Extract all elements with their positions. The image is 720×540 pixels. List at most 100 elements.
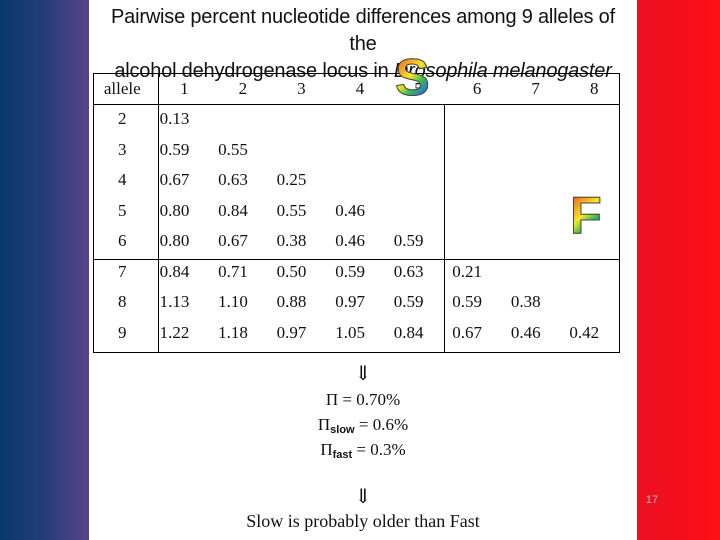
difference-cell: 0.59 bbox=[452, 292, 483, 312]
difference-cell bbox=[385, 165, 444, 196]
pi-total: Π = 0.70% bbox=[89, 387, 637, 412]
slow-group-divider-vertical bbox=[444, 104, 445, 352]
conclusion-text: Slow is probably older than Fast bbox=[246, 511, 480, 531]
difference-cell bbox=[502, 226, 561, 257]
row-allele-label: 4 bbox=[118, 170, 127, 190]
species-name: Drosophila melanogaster bbox=[393, 60, 612, 82]
difference-cell: 0.38 bbox=[510, 292, 541, 312]
difference-cell: 0.67 bbox=[218, 231, 248, 251]
difference-cell bbox=[443, 226, 502, 257]
difference-cell: 0.84 bbox=[393, 322, 424, 342]
difference-cell bbox=[326, 165, 385, 196]
difference-cell: 0.80 bbox=[159, 231, 190, 251]
row-allele-label: 5 bbox=[118, 200, 127, 220]
difference-cell bbox=[502, 135, 561, 166]
differences-table: allele12345678 20.1330.590.5540.670.630.… bbox=[93, 73, 620, 353]
difference-cell: 0.46 bbox=[510, 322, 541, 342]
difference-cell: 0.67 bbox=[452, 322, 483, 342]
difference-cell bbox=[268, 104, 327, 135]
difference-cell: 0.38 bbox=[276, 231, 307, 251]
pi-symbol: Π bbox=[320, 440, 333, 459]
title-line-2: alcohol dehydrogenase locus in Drosophil… bbox=[95, 58, 631, 85]
header-allele-2: 2 bbox=[238, 79, 248, 98]
pi-slow: Πslow = 0.6% bbox=[89, 412, 637, 437]
difference-cell: 1.10 bbox=[218, 292, 248, 312]
difference-cell: 0.55 bbox=[218, 139, 248, 159]
difference-cell: 1.13 bbox=[159, 292, 190, 312]
difference-cell bbox=[560, 257, 619, 288]
table-divider-vertical bbox=[158, 74, 159, 352]
table-row: 7 0.84 0.71 0.50 0.59 0.63 0.21 bbox=[94, 257, 619, 288]
pi-slow-subscript: slow bbox=[330, 424, 355, 436]
table-row: 6 0.80 0.67 0.38 0.46 0.59 bbox=[94, 226, 619, 257]
header-allele-6: 6 bbox=[472, 79, 482, 98]
header-allele-5: 5 bbox=[385, 74, 444, 104]
difference-cell: 1.18 bbox=[218, 322, 248, 342]
difference-cell: 0.71 bbox=[218, 261, 248, 281]
pi-symbol: Π bbox=[317, 415, 331, 434]
table-row: 3 0.59 0.55 bbox=[94, 135, 619, 166]
difference-cell bbox=[502, 257, 561, 288]
pi-symbol: Π bbox=[325, 390, 339, 409]
header-allele-8: 8 bbox=[589, 79, 599, 98]
row-allele-label: 3 bbox=[118, 139, 127, 159]
difference-cell: 0.46 bbox=[335, 231, 365, 251]
pi-fast-subscript: fast bbox=[332, 449, 353, 461]
difference-cell bbox=[443, 135, 502, 166]
difference-cell bbox=[502, 104, 561, 135]
difference-cell bbox=[268, 135, 327, 166]
table-row: 5 0.80 0.84 0.55 0.46 bbox=[94, 196, 619, 227]
difference-cell bbox=[443, 196, 502, 227]
table-header-row: allele 1 2 3 4 5 6 7 8 bbox=[94, 74, 619, 104]
difference-cell: 0.59 bbox=[393, 231, 424, 251]
difference-cell bbox=[385, 104, 444, 135]
differences-grid: allele12345678 20.1330.590.5540.670.630.… bbox=[94, 74, 619, 348]
difference-cell bbox=[209, 104, 268, 135]
difference-cell: 0.63 bbox=[218, 170, 248, 190]
down-arrow-icon: ⇓ bbox=[354, 486, 372, 508]
fast-badge: F bbox=[570, 187, 603, 245]
difference-cell: 0.59 bbox=[335, 261, 365, 281]
table-row: 8 1.13 1.10 0.88 0.97 0.59 0.59 0.38 bbox=[94, 287, 619, 318]
difference-cell bbox=[443, 104, 502, 135]
difference-cell bbox=[560, 104, 619, 135]
table-row: 9 1.22 1.18 0.97 1.05 0.84 0.67 0.46 0.42 bbox=[94, 318, 619, 349]
difference-cell: 1.05 bbox=[335, 322, 365, 342]
row-allele-label: 8 bbox=[118, 292, 127, 312]
fast-group-divider-horizontal bbox=[94, 259, 619, 260]
difference-cell bbox=[443, 165, 502, 196]
header-allele-1: 1 bbox=[180, 79, 189, 98]
difference-cell: 0.63 bbox=[393, 261, 424, 281]
row-allele-label: 9 bbox=[118, 322, 127, 342]
difference-cell bbox=[502, 165, 561, 196]
pi-fast: Πfast = 0.3% bbox=[89, 437, 637, 462]
difference-cell: 0.46 bbox=[335, 200, 365, 220]
pi-total-value: = 0.70% bbox=[338, 390, 401, 409]
difference-cell bbox=[560, 135, 619, 166]
difference-cell bbox=[326, 104, 385, 135]
page-number: 17 bbox=[645, 494, 659, 506]
difference-cell: 0.55 bbox=[276, 200, 307, 220]
slide-panel: Pairwise percent nucleotide differences … bbox=[89, 0, 637, 540]
difference-cell: 0.59 bbox=[159, 139, 190, 159]
difference-cell: 0.97 bbox=[335, 292, 365, 312]
difference-cell: 0.80 bbox=[159, 200, 190, 220]
difference-cell bbox=[502, 196, 561, 227]
difference-cell: 0.42 bbox=[569, 322, 600, 342]
header-allele-4: 4 bbox=[355, 79, 365, 98]
difference-cell: 0.21 bbox=[452, 261, 483, 281]
row-allele-label: 6 bbox=[118, 231, 127, 251]
title-line-1: Pairwise percent nucleotide differences … bbox=[111, 6, 615, 55]
row-allele-label: 7 bbox=[118, 261, 127, 281]
difference-cell: 0.25 bbox=[276, 170, 307, 190]
difference-cell bbox=[385, 135, 444, 166]
difference-cell: 0.50 bbox=[276, 261, 307, 281]
title-line-2-prefix: alcohol dehydrogenase locus in bbox=[114, 60, 394, 82]
difference-cell: 1.22 bbox=[159, 322, 190, 342]
table-row: 2 0.13 bbox=[94, 104, 619, 135]
slow-badge: S bbox=[395, 49, 431, 107]
difference-cell bbox=[560, 287, 619, 318]
difference-cell: 0.59 bbox=[393, 292, 424, 312]
difference-cell: 0.97 bbox=[276, 322, 307, 342]
slide-title: Pairwise percent nucleotide differences … bbox=[95, 4, 631, 85]
